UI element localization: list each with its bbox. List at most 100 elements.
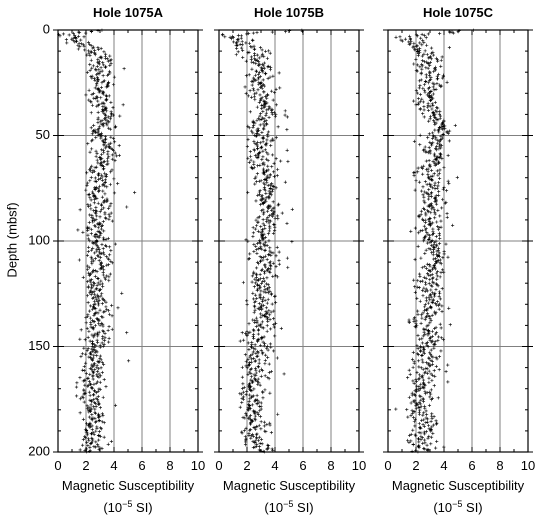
- data-point: [412, 381, 416, 385]
- data-point: [437, 294, 441, 299]
- data-point: [103, 112, 107, 116]
- data-point: [95, 338, 99, 342]
- data-point: [107, 245, 112, 249]
- data-point: [252, 271, 256, 276]
- data-point: [254, 61, 258, 66]
- data-point: [255, 398, 260, 402]
- data-point: [407, 320, 411, 324]
- data-point: [405, 376, 410, 380]
- data-point: [269, 430, 274, 435]
- data-point: [426, 345, 430, 349]
- data-point: [273, 294, 277, 299]
- data-point: [255, 437, 259, 441]
- data-point: [93, 324, 98, 328]
- data-point: [257, 361, 261, 365]
- data-point: [437, 241, 442, 246]
- data-point: [94, 149, 98, 153]
- data-point: [91, 241, 95, 246]
- data-point: [102, 63, 106, 67]
- data-point: [430, 107, 434, 111]
- data-point: [99, 85, 104, 90]
- data-point: [101, 273, 105, 277]
- data-point: [250, 357, 254, 361]
- data-point: [426, 420, 430, 424]
- data-point: [264, 199, 268, 203]
- data-point: [258, 343, 263, 347]
- data-point: [89, 383, 93, 387]
- data-point: [78, 45, 82, 49]
- data-point: [82, 44, 86, 48]
- data-point: [89, 442, 93, 446]
- data-point: [235, 46, 239, 51]
- data-point: [417, 180, 422, 184]
- data-point: [96, 161, 100, 165]
- data-point: [252, 249, 256, 254]
- data-point: [432, 208, 436, 212]
- data-point: [93, 401, 97, 406]
- data-point: [271, 138, 275, 143]
- data-point: [242, 385, 246, 390]
- data-point: [97, 173, 101, 178]
- data-point: [274, 264, 278, 269]
- data-point: [94, 307, 98, 311]
- data-point: [437, 171, 442, 175]
- data-point: [90, 307, 95, 311]
- data-point: [432, 119, 436, 123]
- data-point: [422, 418, 426, 422]
- data-point: [426, 103, 430, 107]
- data-point: [262, 117, 266, 121]
- data-point: [259, 337, 264, 341]
- data-point: [421, 294, 425, 298]
- data-point: [82, 364, 86, 369]
- data-point: [92, 302, 96, 307]
- data-point: [103, 137, 107, 142]
- data-point: [100, 242, 104, 247]
- data-point: [409, 39, 413, 44]
- data-point: [436, 155, 440, 159]
- data-point: [99, 279, 103, 283]
- data-point: [257, 358, 261, 362]
- data-point: [258, 272, 262, 277]
- data-point: [443, 201, 447, 205]
- data-point: [90, 428, 94, 432]
- data-point: [254, 368, 258, 372]
- data-point: [87, 245, 91, 249]
- data-point: [417, 422, 421, 426]
- data-point: [111, 106, 115, 110]
- data-point: [263, 341, 267, 346]
- data-point: [423, 302, 427, 307]
- data-point: [426, 436, 430, 440]
- data-point: [255, 241, 260, 246]
- data-point: [87, 88, 91, 92]
- data-point: [107, 126, 111, 130]
- data-point: [420, 43, 424, 47]
- data-point: [260, 230, 265, 234]
- data-point: [427, 132, 431, 136]
- data-point: [272, 111, 277, 115]
- data-point: [427, 119, 431, 123]
- data-point: [99, 119, 103, 123]
- data-point: [88, 53, 92, 58]
- data-point: [267, 444, 271, 448]
- data-point: [433, 374, 437, 378]
- data-point: [429, 75, 433, 80]
- data-point: [432, 346, 436, 350]
- data-point: [422, 40, 426, 45]
- data-point: [104, 255, 108, 259]
- data-point: [81, 417, 86, 422]
- data-point: [85, 267, 90, 271]
- data-point: [255, 402, 259, 406]
- data-point: [91, 191, 95, 196]
- data-point: [425, 93, 429, 97]
- data-point: [252, 356, 256, 361]
- data-point: [256, 411, 260, 415]
- data-point: [94, 214, 99, 218]
- data-point: [415, 44, 419, 48]
- data-point: [251, 445, 255, 450]
- data-point: [436, 208, 440, 212]
- data-point: [267, 286, 271, 290]
- data-point: [259, 315, 263, 319]
- data-point: [407, 440, 411, 444]
- data-point: [422, 275, 426, 279]
- data-point: [253, 142, 257, 146]
